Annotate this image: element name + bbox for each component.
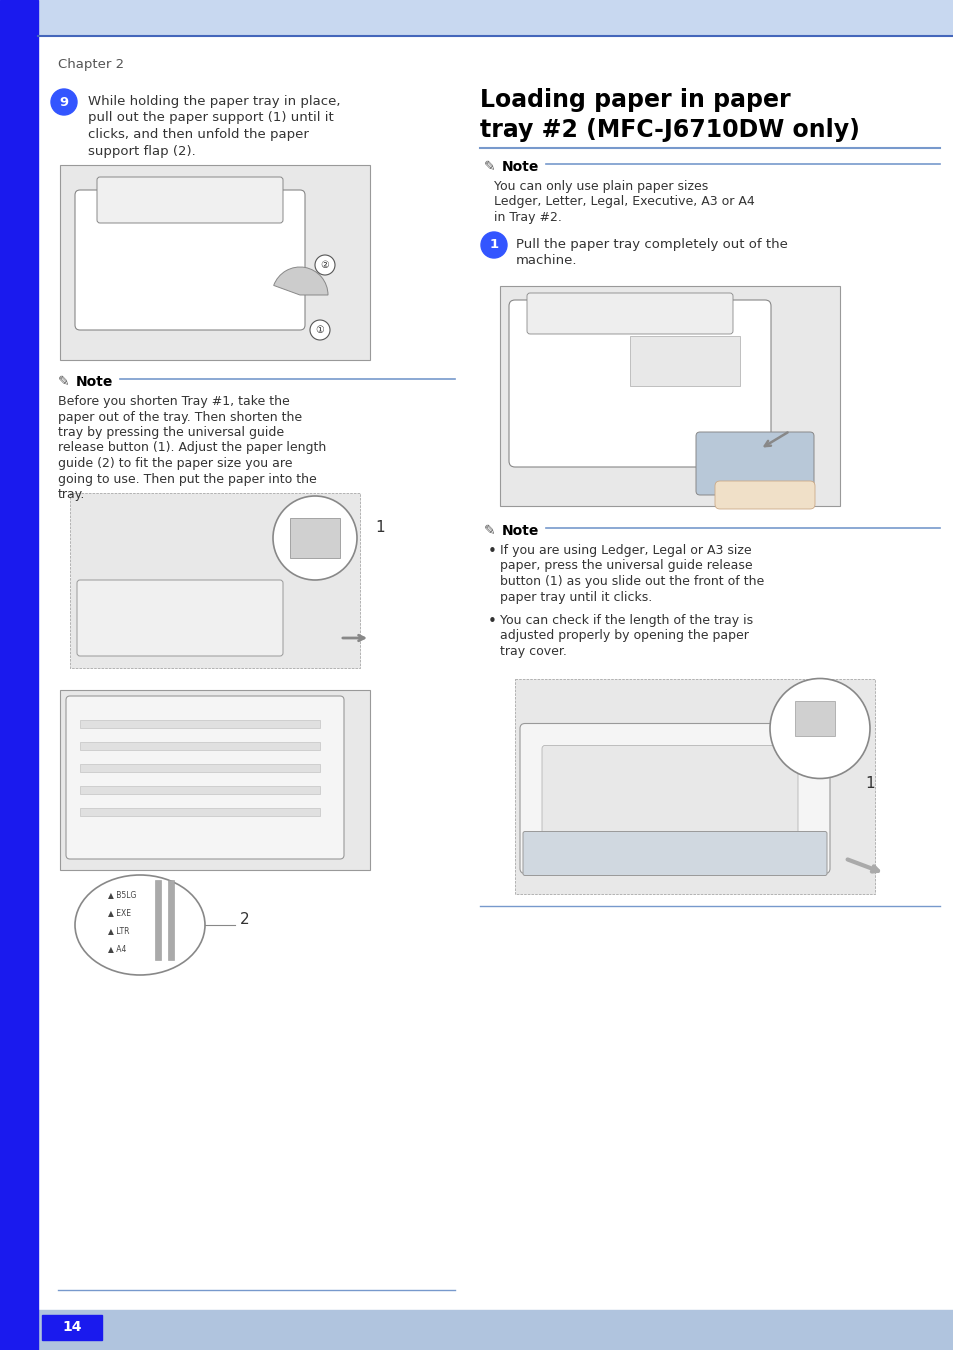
FancyBboxPatch shape: [522, 832, 826, 876]
Bar: [80, 743, 319, 751]
Bar: [60, 165, 370, 360]
Text: ▲ A4: ▲ A4: [108, 944, 126, 953]
Text: ▲ B5LG: ▲ B5LG: [108, 890, 136, 899]
Bar: [0, 0, 38, 1350]
Text: Pull the paper tray completely out of the: Pull the paper tray completely out of th…: [516, 238, 787, 251]
Bar: [80, 786, 319, 794]
Text: button (1) as you slide out the front of the: button (1) as you slide out the front of…: [499, 575, 763, 589]
Text: ①: ①: [315, 325, 324, 335]
Text: 14: 14: [62, 1320, 82, 1334]
Text: clicks, and then unfold the paper: clicks, and then unfold the paper: [88, 128, 309, 140]
Ellipse shape: [75, 875, 205, 975]
Text: Note: Note: [501, 161, 538, 174]
FancyBboxPatch shape: [714, 481, 814, 509]
Text: support flap (2).: support flap (2).: [88, 144, 195, 158]
FancyBboxPatch shape: [77, 580, 283, 656]
Bar: [80, 720, 319, 728]
Circle shape: [769, 679, 869, 779]
Text: You can check if the length of the tray is: You can check if the length of the tray …: [499, 614, 752, 626]
Text: ✎: ✎: [58, 375, 70, 389]
FancyBboxPatch shape: [541, 745, 797, 852]
Text: If you are using Ledger, Legal or A3 size: If you are using Ledger, Legal or A3 siz…: [499, 544, 751, 558]
Bar: [168, 880, 173, 960]
Circle shape: [314, 255, 335, 275]
Text: 1: 1: [489, 239, 498, 251]
Text: paper out of the tray. Then shorten the: paper out of the tray. Then shorten the: [58, 410, 302, 424]
Text: •: •: [488, 614, 497, 629]
Bar: [60, 690, 370, 869]
Bar: [794, 701, 834, 736]
Bar: [629, 336, 740, 386]
Bar: [70, 493, 359, 668]
Text: going to use. Then put the paper into the: going to use. Then put the paper into th…: [58, 472, 316, 486]
FancyBboxPatch shape: [75, 190, 305, 329]
Circle shape: [51, 89, 77, 115]
FancyBboxPatch shape: [526, 293, 732, 333]
Text: paper tray until it clicks.: paper tray until it clicks.: [499, 590, 652, 603]
Bar: [0, 0, 953, 35]
FancyBboxPatch shape: [509, 300, 770, 467]
FancyBboxPatch shape: [696, 432, 813, 495]
Text: Ledger, Letter, Legal, Executive, A3 or A4: Ledger, Letter, Legal, Executive, A3 or …: [494, 196, 754, 208]
Bar: [80, 764, 319, 772]
Text: ▲ LTR: ▲ LTR: [108, 926, 130, 936]
Bar: [80, 809, 319, 815]
Text: tray.: tray.: [58, 487, 85, 501]
Text: 2: 2: [240, 913, 250, 927]
Text: ✎: ✎: [483, 161, 496, 174]
Text: While holding the paper tray in place,: While holding the paper tray in place,: [88, 95, 340, 108]
Text: Note: Note: [501, 524, 538, 539]
Text: adjusted properly by opening the paper: adjusted properly by opening the paper: [499, 629, 748, 643]
Circle shape: [480, 232, 506, 258]
Bar: [499, 286, 840, 506]
Circle shape: [273, 495, 356, 580]
Text: tray #2 (MFC-J6710DW only): tray #2 (MFC-J6710DW only): [479, 117, 859, 142]
Text: ▲ EXE: ▲ EXE: [108, 909, 131, 917]
FancyBboxPatch shape: [519, 724, 829, 873]
Text: 9: 9: [59, 96, 69, 108]
Text: guide (2) to fit the paper size you are: guide (2) to fit the paper size you are: [58, 458, 293, 470]
Wedge shape: [274, 267, 328, 296]
FancyBboxPatch shape: [66, 697, 344, 859]
Text: in Tray #2.: in Tray #2.: [494, 211, 561, 224]
Text: ②: ②: [320, 261, 329, 270]
Bar: [42, 1315, 102, 1341]
Text: tray by pressing the universal guide: tray by pressing the universal guide: [58, 427, 284, 439]
Text: ✎: ✎: [483, 524, 496, 539]
Text: 1: 1: [375, 521, 384, 536]
Text: Chapter 2: Chapter 2: [58, 58, 124, 72]
FancyBboxPatch shape: [97, 177, 283, 223]
Text: Loading paper in paper: Loading paper in paper: [479, 88, 790, 112]
Bar: [515, 679, 874, 894]
Text: pull out the paper support (1) until it: pull out the paper support (1) until it: [88, 112, 334, 124]
Text: release button (1). Adjust the paper length: release button (1). Adjust the paper len…: [58, 441, 326, 455]
Text: •: •: [488, 544, 497, 559]
Circle shape: [310, 320, 330, 340]
Text: machine.: machine.: [516, 255, 577, 267]
Text: You can only use plain paper sizes: You can only use plain paper sizes: [494, 180, 707, 193]
Bar: [154, 880, 161, 960]
Bar: [290, 518, 339, 558]
Text: Note: Note: [76, 375, 113, 389]
Bar: [0, 1310, 953, 1350]
Text: tray cover.: tray cover.: [499, 645, 566, 657]
Text: paper, press the universal guide release: paper, press the universal guide release: [499, 559, 752, 572]
Text: Before you shorten Tray #1, take the: Before you shorten Tray #1, take the: [58, 396, 290, 408]
Text: 1: 1: [864, 776, 874, 791]
